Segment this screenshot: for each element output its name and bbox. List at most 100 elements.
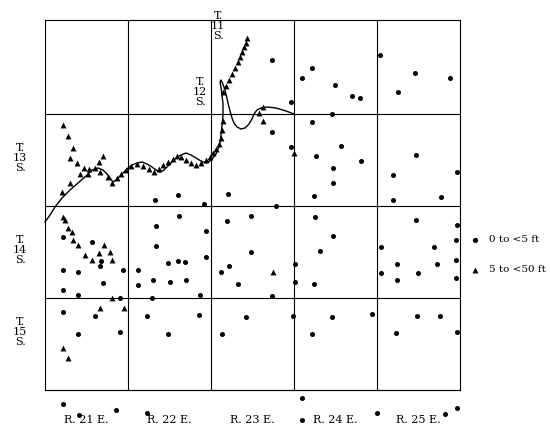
Point xyxy=(113,175,122,182)
Text: T.: T. xyxy=(15,317,25,327)
Point xyxy=(59,309,68,316)
Point xyxy=(268,57,277,64)
Point xyxy=(174,191,183,198)
Point xyxy=(100,241,108,248)
Point xyxy=(142,312,151,320)
Point xyxy=(471,267,480,274)
Point xyxy=(145,165,153,172)
Point xyxy=(348,92,356,99)
Point xyxy=(65,154,74,161)
Point xyxy=(119,305,128,312)
Text: S.: S. xyxy=(195,97,205,107)
Point xyxy=(191,161,200,168)
Point xyxy=(73,160,81,167)
Point xyxy=(224,76,233,84)
Point xyxy=(166,278,174,286)
Point xyxy=(68,229,76,236)
Point xyxy=(441,411,449,418)
Point xyxy=(377,270,386,277)
Point xyxy=(87,256,96,263)
Point xyxy=(287,144,295,151)
Point xyxy=(103,173,112,180)
Point xyxy=(150,168,158,175)
Point xyxy=(75,412,84,419)
Text: 5 to <50 ft: 5 to <50 ft xyxy=(489,266,546,274)
Point xyxy=(117,171,125,178)
Point xyxy=(163,259,172,267)
Point xyxy=(328,179,337,187)
Point xyxy=(59,267,68,274)
Point xyxy=(96,263,104,270)
Point xyxy=(258,103,267,110)
Point xyxy=(106,248,114,255)
Point xyxy=(195,312,204,319)
Point xyxy=(218,126,227,133)
Point xyxy=(471,236,480,244)
Point xyxy=(453,404,461,412)
Point xyxy=(214,141,223,148)
Text: T.: T. xyxy=(213,11,223,21)
Point xyxy=(152,222,161,229)
Point xyxy=(394,88,403,95)
Point xyxy=(200,201,208,208)
Point xyxy=(356,157,365,164)
Point xyxy=(116,328,124,335)
Point xyxy=(74,331,82,338)
Point xyxy=(208,149,217,156)
Point xyxy=(134,267,142,274)
Point xyxy=(433,260,442,267)
Point xyxy=(372,409,381,416)
Point xyxy=(98,152,107,160)
Point xyxy=(85,165,94,172)
Point xyxy=(377,244,386,251)
Point xyxy=(268,293,277,300)
Point xyxy=(411,69,420,76)
Point xyxy=(389,196,398,203)
Text: 14: 14 xyxy=(13,245,27,255)
Point xyxy=(312,152,321,160)
Point xyxy=(58,188,67,195)
Point xyxy=(337,142,345,149)
Point xyxy=(112,407,120,414)
Point xyxy=(59,122,68,129)
Point xyxy=(452,236,460,244)
Point xyxy=(290,149,299,156)
Point xyxy=(328,232,337,240)
Point xyxy=(411,217,420,224)
Point xyxy=(98,279,107,286)
Point xyxy=(148,276,157,283)
Point xyxy=(290,278,299,286)
Point xyxy=(258,118,267,125)
Point xyxy=(230,65,239,72)
Point xyxy=(74,291,82,298)
Point xyxy=(412,312,421,320)
Point xyxy=(84,171,92,178)
Text: 12: 12 xyxy=(193,87,207,97)
Text: S.: S. xyxy=(15,163,25,173)
Point xyxy=(328,164,337,171)
Point xyxy=(196,291,205,298)
Point xyxy=(235,53,244,61)
Point xyxy=(126,163,135,170)
Point xyxy=(246,213,255,220)
Point xyxy=(182,276,190,283)
Point xyxy=(152,243,161,250)
Point xyxy=(212,145,221,152)
Point xyxy=(158,161,167,168)
Point xyxy=(356,95,365,102)
Point xyxy=(453,328,461,335)
Point xyxy=(310,281,318,288)
Point xyxy=(224,263,233,270)
Point xyxy=(59,286,68,293)
Point xyxy=(196,160,205,167)
Point xyxy=(202,253,211,260)
Point xyxy=(74,268,82,275)
Point xyxy=(59,344,68,351)
Point xyxy=(307,331,316,338)
Point xyxy=(169,156,178,163)
Point xyxy=(91,164,100,171)
Point xyxy=(224,191,233,198)
Text: S.: S. xyxy=(15,337,25,347)
Point xyxy=(134,282,142,289)
Point xyxy=(147,294,156,301)
